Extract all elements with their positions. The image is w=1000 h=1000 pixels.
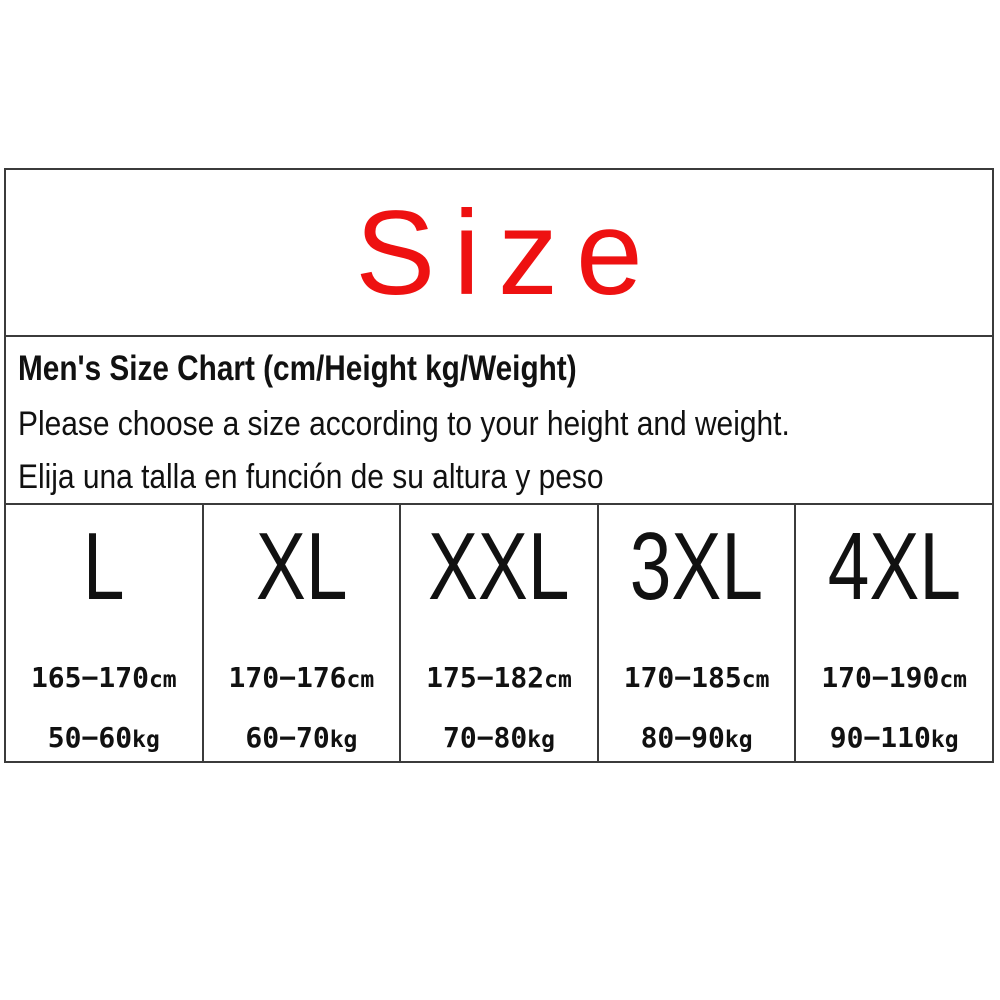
height-range: 170−190cm (821, 661, 968, 694)
weight-range: 50−60kg (48, 722, 160, 754)
height-unit: cm (346, 667, 375, 693)
height-range: 170−176cm (228, 661, 375, 694)
weight-range-value: 90−110 (829, 721, 931, 755)
height-unit: cm (544, 667, 572, 693)
size-chart-table: Size Men's Size Chart (cm/Height kg/Weig… (4, 168, 994, 763)
size-label: XL (255, 513, 348, 620)
height-range-value: 165−170 (30, 661, 149, 694)
weight-unit: kg (930, 727, 959, 754)
size-label: XXL (428, 513, 570, 620)
weight-range-value: 80−90 (640, 721, 725, 755)
weight-range: 70−80kg (443, 722, 555, 754)
height-range: 175−182cm (426, 661, 572, 694)
height-range-value: 170−185 (623, 661, 742, 694)
size-column-l: L 165−170cm 50−60kg (6, 505, 204, 761)
size-column-xxl: XXL 175−182cm 70−80kg (401, 505, 599, 761)
height-unit: cm (148, 667, 177, 693)
size-title: Size (355, 185, 661, 320)
weight-range: 80−90kg (641, 722, 753, 754)
banner-row: Size (6, 170, 992, 337)
height-range: 165−170cm (30, 661, 177, 694)
instruction-english: Please choose a size according to your h… (18, 405, 790, 443)
weight-unit: kg (329, 727, 358, 754)
height-range: 170−185cm (623, 661, 770, 694)
chart-heading: Men's Size Chart (cm/Height kg/Weight) (18, 349, 577, 388)
weight-range: 90−110kg (830, 722, 959, 754)
height-range-value: 170−176 (228, 661, 347, 694)
height-unit: cm (939, 667, 968, 693)
weight-range-value: 70−80 (442, 721, 528, 755)
size-column-4xl: 4XL 170−190cm 90−110kg (796, 505, 992, 761)
size-label: 4XL (827, 513, 961, 620)
size-column-3xl: 3XL 170−185cm 80−90kg (599, 505, 797, 761)
size-columns-row: L 165−170cm 50−60kg XL 170−176cm 60−70kg… (6, 505, 992, 761)
weight-range-value: 50−60 (47, 721, 133, 755)
height-range-value: 170−190 (821, 661, 940, 694)
weight-range: 60−70kg (245, 722, 357, 754)
size-label: 3XL (629, 513, 764, 620)
size-label: L (82, 513, 125, 620)
size-column-xl: XL 170−176cm 60−70kg (204, 505, 402, 761)
weight-unit: kg (724, 727, 753, 754)
info-row: Men's Size Chart (cm/Height kg/Weight) P… (6, 337, 992, 505)
weight-unit: kg (527, 727, 555, 754)
instruction-spanish: Elija una talla en función de su altura … (18, 458, 604, 496)
weight-range-value: 60−70 (245, 721, 330, 755)
height-range-value: 175−182 (426, 661, 545, 694)
height-unit: cm (741, 667, 770, 693)
weight-unit: kg (132, 727, 160, 754)
